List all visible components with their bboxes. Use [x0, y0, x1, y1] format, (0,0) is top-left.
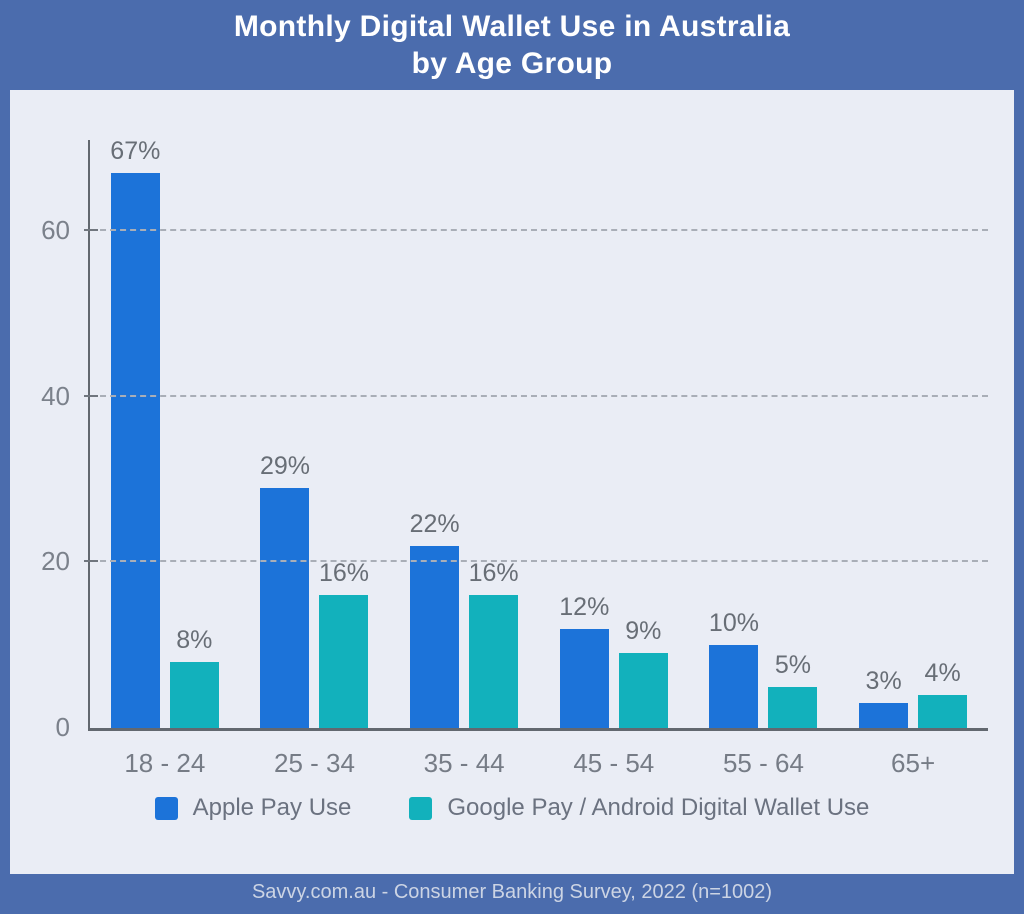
bar-group-18-24: 67% 8% 18 - 24 [110, 137, 219, 778]
chart-area: 67% 8% 18 - 24 29% 16% 25 - 34 22% 16% 35 - 44 12… [41, 137, 988, 778]
value-label: 10% [708, 609, 759, 637]
bar-google-pay: 8% [169, 626, 219, 728]
gridline-40 [90, 395, 988, 397]
y-axis-label-20: 20 [41, 546, 70, 576]
gridline-20 [90, 560, 988, 562]
value-label: 22% [409, 510, 460, 538]
value-label: 16% [468, 559, 519, 587]
bar-google-pay: 16% [469, 559, 519, 728]
bar-google-pay: 5% [768, 651, 818, 728]
value-label: 67% [110, 137, 161, 165]
legend-swatch-icon [154, 796, 178, 820]
value-label: 9% [625, 617, 662, 645]
bar-group-55-64: 10% 5% 55 - 64 [709, 609, 818, 778]
bar-apple-pay: 29% [260, 452, 310, 728]
y-axis-tick-20 [84, 560, 98, 562]
y-axis-tick-60 [84, 229, 98, 231]
legend-item: Google Pay / Android Digital Wallet Use [409, 794, 869, 822]
value-label: 8% [176, 626, 213, 654]
value-label: 4% [924, 659, 961, 687]
value-label: 29% [259, 452, 311, 480]
value-label: 12% [559, 593, 610, 621]
bar-apple-pay: 12% [559, 593, 609, 728]
source-text: Savvy.com.au - Consumer Banking Survey, … [251, 881, 773, 903]
bar-group-45-54: 12% 9% 45 - 54 [559, 593, 668, 778]
bar-apple-pay: 22% [410, 510, 460, 728]
legend-swatch-icon [409, 796, 433, 820]
chart-header: Monthly Digital Wallet Use in Australia … [0, 0, 1024, 90]
category-label: 25 - 34 [274, 748, 355, 778]
chart-legend: Apple Pay Use Google Pay / Android Digita… [10, 794, 1014, 822]
bar-group-25-34: 29% 16% 25 - 34 [260, 452, 369, 778]
bar-group-35-44: 22% 16% 35 - 44 [410, 510, 519, 778]
value-label: 3% [865, 667, 902, 695]
bar-google-pay: 16% [319, 559, 369, 728]
y-axis-label-60: 60 [41, 215, 70, 245]
y-axis-label-0: 0 [55, 712, 70, 742]
footer: Savvy.com.au - Consumer Banking Survey, … [0, 874, 1024, 914]
value-label: 16% [318, 559, 370, 587]
legend-label: Google Pay / Android Digital Wallet Use [447, 794, 870, 821]
category-label: 18 - 24 [124, 748, 206, 778]
category-label: 35 - 44 [423, 748, 505, 778]
y-axis-label-40: 40 [41, 381, 70, 411]
bar-apple-pay: 67% [110, 137, 160, 728]
category-label: 55 - 64 [722, 748, 804, 778]
value-label: 5% [774, 651, 812, 679]
category-label: 45 - 54 [573, 748, 655, 778]
bar-apple-pay: 3% [859, 667, 909, 728]
bar-google-pay: 4% [918, 659, 968, 728]
bars-row: 67% 8% 18 - 24 29% 16% 25 - 34 22% 16% 35 - 44 12… [90, 137, 988, 778]
legend-item: Apple Pay Use [154, 794, 352, 822]
bar-google-pay: 9% [618, 617, 668, 728]
page-title-line-1: Monthly Digital Wallet Use in Australia [233, 10, 791, 43]
legend-label: Apple Pay Use [192, 794, 352, 821]
category-label: 65+ [891, 748, 936, 778]
page-title-line-2: by Age Group [411, 47, 613, 80]
chart-panel: 67% 8% 18 - 24 29% 16% 25 - 34 22% 16% 35 - 44 12… [10, 90, 1014, 874]
bar-apple-pay: 10% [709, 609, 759, 728]
gridline-60 [90, 229, 988, 231]
bar-group-65+: 3% 4% 65+ [859, 659, 968, 778]
y-axis-tick-40 [84, 395, 98, 397]
